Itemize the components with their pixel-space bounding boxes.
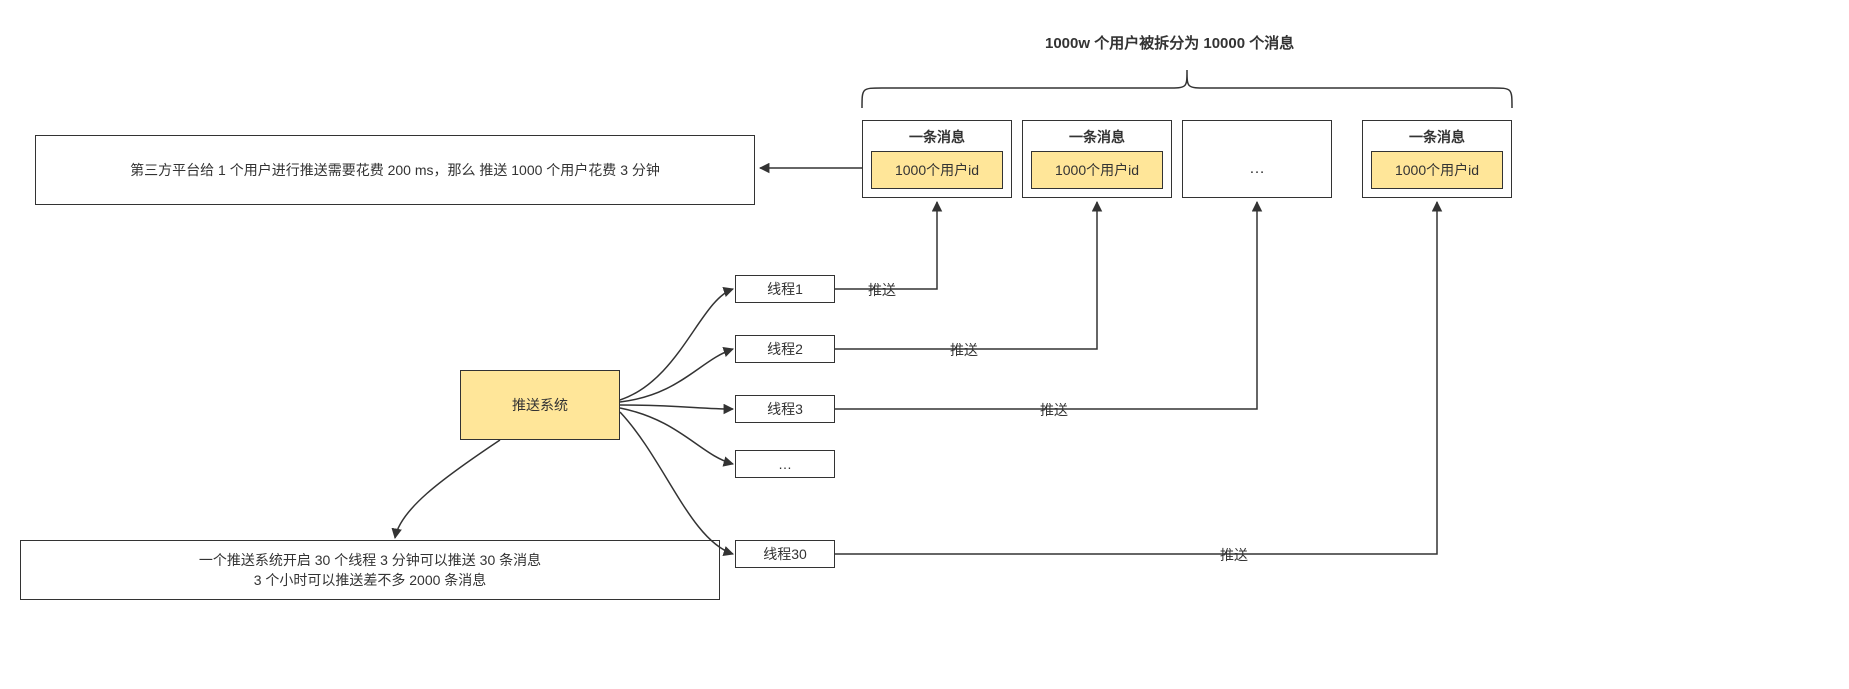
edge-t1-m1: [835, 202, 937, 289]
message-header: 一条消息: [909, 127, 965, 147]
fan-to-ell: [620, 408, 733, 464]
thread-box-ellipsis: …: [735, 450, 835, 478]
message-box-ellipsis: …: [1182, 120, 1332, 198]
push-system-label: 推送系统: [512, 395, 568, 415]
thread-label: 线程2: [767, 339, 803, 359]
diagram-canvas: 1000w 个用户被拆分为 10000 个消息 第三方平台给 1 个用户进行推送…: [0, 0, 1849, 689]
edge-t3-mell: [835, 202, 1257, 409]
message-body: 1000个用户id: [871, 151, 1003, 189]
curly-brace: [862, 70, 1512, 108]
fan-to-t3: [620, 405, 733, 409]
push-label-30: 推送: [1220, 545, 1248, 565]
thread-box-2: 线程2: [735, 335, 835, 363]
message-box-1: 一条消息 1000个用户id: [862, 120, 1012, 198]
message-header: 一条消息: [1069, 127, 1125, 147]
bottom-note-line2: 3 个小时可以推送差不多 2000 条消息: [254, 570, 487, 590]
thread-ellipsis: …: [778, 456, 792, 472]
push-label-1: 推送: [868, 280, 896, 300]
edge-t30-m4: [835, 202, 1437, 554]
edge-t2-m2: [835, 202, 1097, 349]
thread-box-3: 线程3: [735, 395, 835, 423]
message-box-2: 一条消息 1000个用户id: [1022, 120, 1172, 198]
message-box-4: 一条消息 1000个用户id: [1362, 120, 1512, 198]
top-note-box: 第三方平台给 1 个用户进行推送需要花费 200 ms，那么 推送 1000 个…: [35, 135, 755, 205]
message-ellipsis: …: [1249, 160, 1265, 178]
bottom-note-box: 一个推送系统开启 30 个线程 3 分钟可以推送 30 条消息 3 个小时可以推…: [20, 540, 720, 600]
bottom-note-line1: 一个推送系统开启 30 个线程 3 分钟可以推送 30 条消息: [199, 550, 541, 570]
push-label-3: 推送: [1040, 400, 1068, 420]
thread-box-30: 线程30: [735, 540, 835, 568]
message-body: 1000个用户id: [1371, 151, 1503, 189]
fan-to-t2: [620, 349, 733, 402]
fan-to-t30: [620, 412, 733, 554]
thread-label: 线程3: [767, 399, 803, 419]
top-note-text: 第三方平台给 1 个用户进行推送需要花费 200 ms，那么 推送 1000 个…: [130, 160, 660, 180]
push-label-2: 推送: [950, 340, 978, 360]
push-system-box: 推送系统: [460, 370, 620, 440]
diagram-title: 1000w 个用户被拆分为 10000 个消息: [1045, 32, 1294, 53]
message-body: 1000个用户id: [1031, 151, 1163, 189]
arrow-push-to-bottom-note: [395, 440, 500, 538]
thread-box-1: 线程1: [735, 275, 835, 303]
message-header: 一条消息: [1409, 127, 1465, 147]
thread-label: 线程30: [763, 544, 807, 564]
thread-label: 线程1: [767, 279, 803, 299]
fan-to-t1: [620, 289, 733, 400]
